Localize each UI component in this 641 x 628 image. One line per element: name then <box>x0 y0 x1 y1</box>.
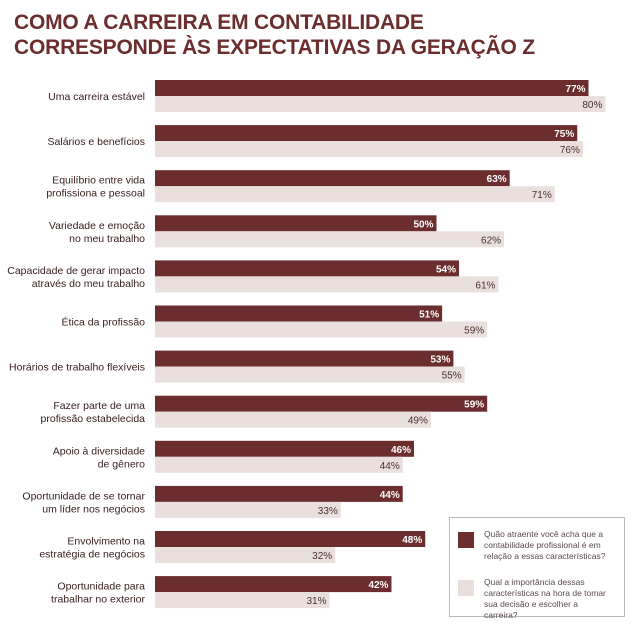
data-label: 50% <box>413 219 433 230</box>
category-label: Equilíbrio entre vida <box>52 175 145 187</box>
bar-importance <box>155 231 505 248</box>
data-label: 55% <box>442 371 462 382</box>
data-label: 76% <box>560 145 580 156</box>
legend-swatch-dark <box>458 532 474 548</box>
bar-importance <box>155 501 341 518</box>
category-label: Oportunidade de se tornar <box>22 490 145 502</box>
bar-attractiveness <box>155 260 460 277</box>
data-label: 63% <box>487 174 507 185</box>
bar-importance <box>155 141 583 158</box>
category-label: Ética da profissão <box>62 316 146 329</box>
chart-title: COMO A CARREIRA EM CONTABILIDADE CORRESP… <box>14 10 614 60</box>
data-label: 48% <box>402 535 422 546</box>
bar-importance <box>155 96 606 112</box>
bar-importance <box>155 592 330 609</box>
data-label: 71% <box>532 190 552 201</box>
category-label: Apoio à diversidade <box>53 445 145 457</box>
data-label: 32% <box>312 551 332 562</box>
bar-attractiveness <box>155 170 510 187</box>
bar-importance <box>155 321 488 338</box>
bar-importance <box>155 276 499 293</box>
data-label: 80% <box>582 100 602 111</box>
data-label: 59% <box>464 400 484 411</box>
bar-importance <box>155 411 431 428</box>
category-label: estratégia de negócios <box>39 549 145 561</box>
bar-importance <box>155 456 403 473</box>
category-label: Capacidade de gerar impacto <box>7 265 145 277</box>
bar-attractiveness <box>155 350 454 367</box>
data-label: 77% <box>565 84 585 95</box>
legend-label-attractiveness: Quão atraente você acha que a contabilid… <box>484 529 606 561</box>
bar-attractiveness <box>155 395 488 412</box>
bar-attractiveness <box>155 531 426 547</box>
data-label: 54% <box>436 264 456 275</box>
category-label: trabalhar no exterior <box>51 594 145 606</box>
data-label: 62% <box>481 235 501 246</box>
data-label: 42% <box>368 580 388 591</box>
category-label: Variedade e emoção <box>49 220 145 232</box>
category-label: no meu trabalho <box>69 233 145 245</box>
bar-attractiveness <box>155 440 414 457</box>
bar-importance <box>155 366 465 383</box>
chart-title-line-2: CORRESPONDE ÀS EXPECTATIVAS DA GERAÇÃO Z <box>14 36 535 59</box>
bar-attractiveness <box>155 80 589 96</box>
legend: Quão atraente você acha que a contabilid… <box>449 517 625 620</box>
bar-attractiveness <box>155 485 403 502</box>
data-label: 31% <box>307 596 327 607</box>
data-label: 59% <box>464 326 484 337</box>
data-label: 46% <box>391 445 411 456</box>
data-label: 61% <box>475 280 495 291</box>
data-label: 49% <box>408 416 428 427</box>
legend-item-importance: Qual a importância dessas característica… <box>458 577 612 621</box>
bar-importance <box>155 186 555 203</box>
data-label: 44% <box>380 490 400 501</box>
bar-attractiveness <box>155 305 443 322</box>
category-label: Oportunidade para <box>57 581 145 593</box>
category-label: profissiona e pessoal <box>46 188 145 200</box>
data-label: 51% <box>419 310 439 321</box>
category-label: profissão estabelecida <box>41 413 146 425</box>
data-label: 44% <box>380 461 400 472</box>
bar-attractiveness <box>155 215 437 232</box>
category-label: Uma carreira estável <box>48 91 145 103</box>
category-label: Horários de trabalho flexíveis <box>9 362 145 374</box>
bar-attractiveness <box>155 125 578 142</box>
category-label: um líder nos negócios <box>42 503 145 515</box>
category-label: Envolvimento na <box>67 536 145 548</box>
data-label: 33% <box>318 506 338 517</box>
data-label: 75% <box>554 129 574 140</box>
category-label: Fazer parte de uma <box>53 400 145 412</box>
category-label: de gênero <box>98 458 145 470</box>
bar-attractiveness <box>155 576 392 593</box>
category-label: através do meu trabalho <box>32 278 145 290</box>
data-label: 53% <box>430 355 450 366</box>
legend-swatch-light <box>458 580 474 596</box>
bar-importance <box>155 547 336 563</box>
chart-title-line-1: COMO A CARREIRA EM CONTABILIDADE <box>14 11 424 34</box>
category-label: Salários e benefícios <box>48 136 145 148</box>
legend-label-importance: Qual a importância dessas característica… <box>484 577 606 620</box>
legend-item-attractiveness: Quão atraente você acha que a contabilid… <box>458 529 612 562</box>
